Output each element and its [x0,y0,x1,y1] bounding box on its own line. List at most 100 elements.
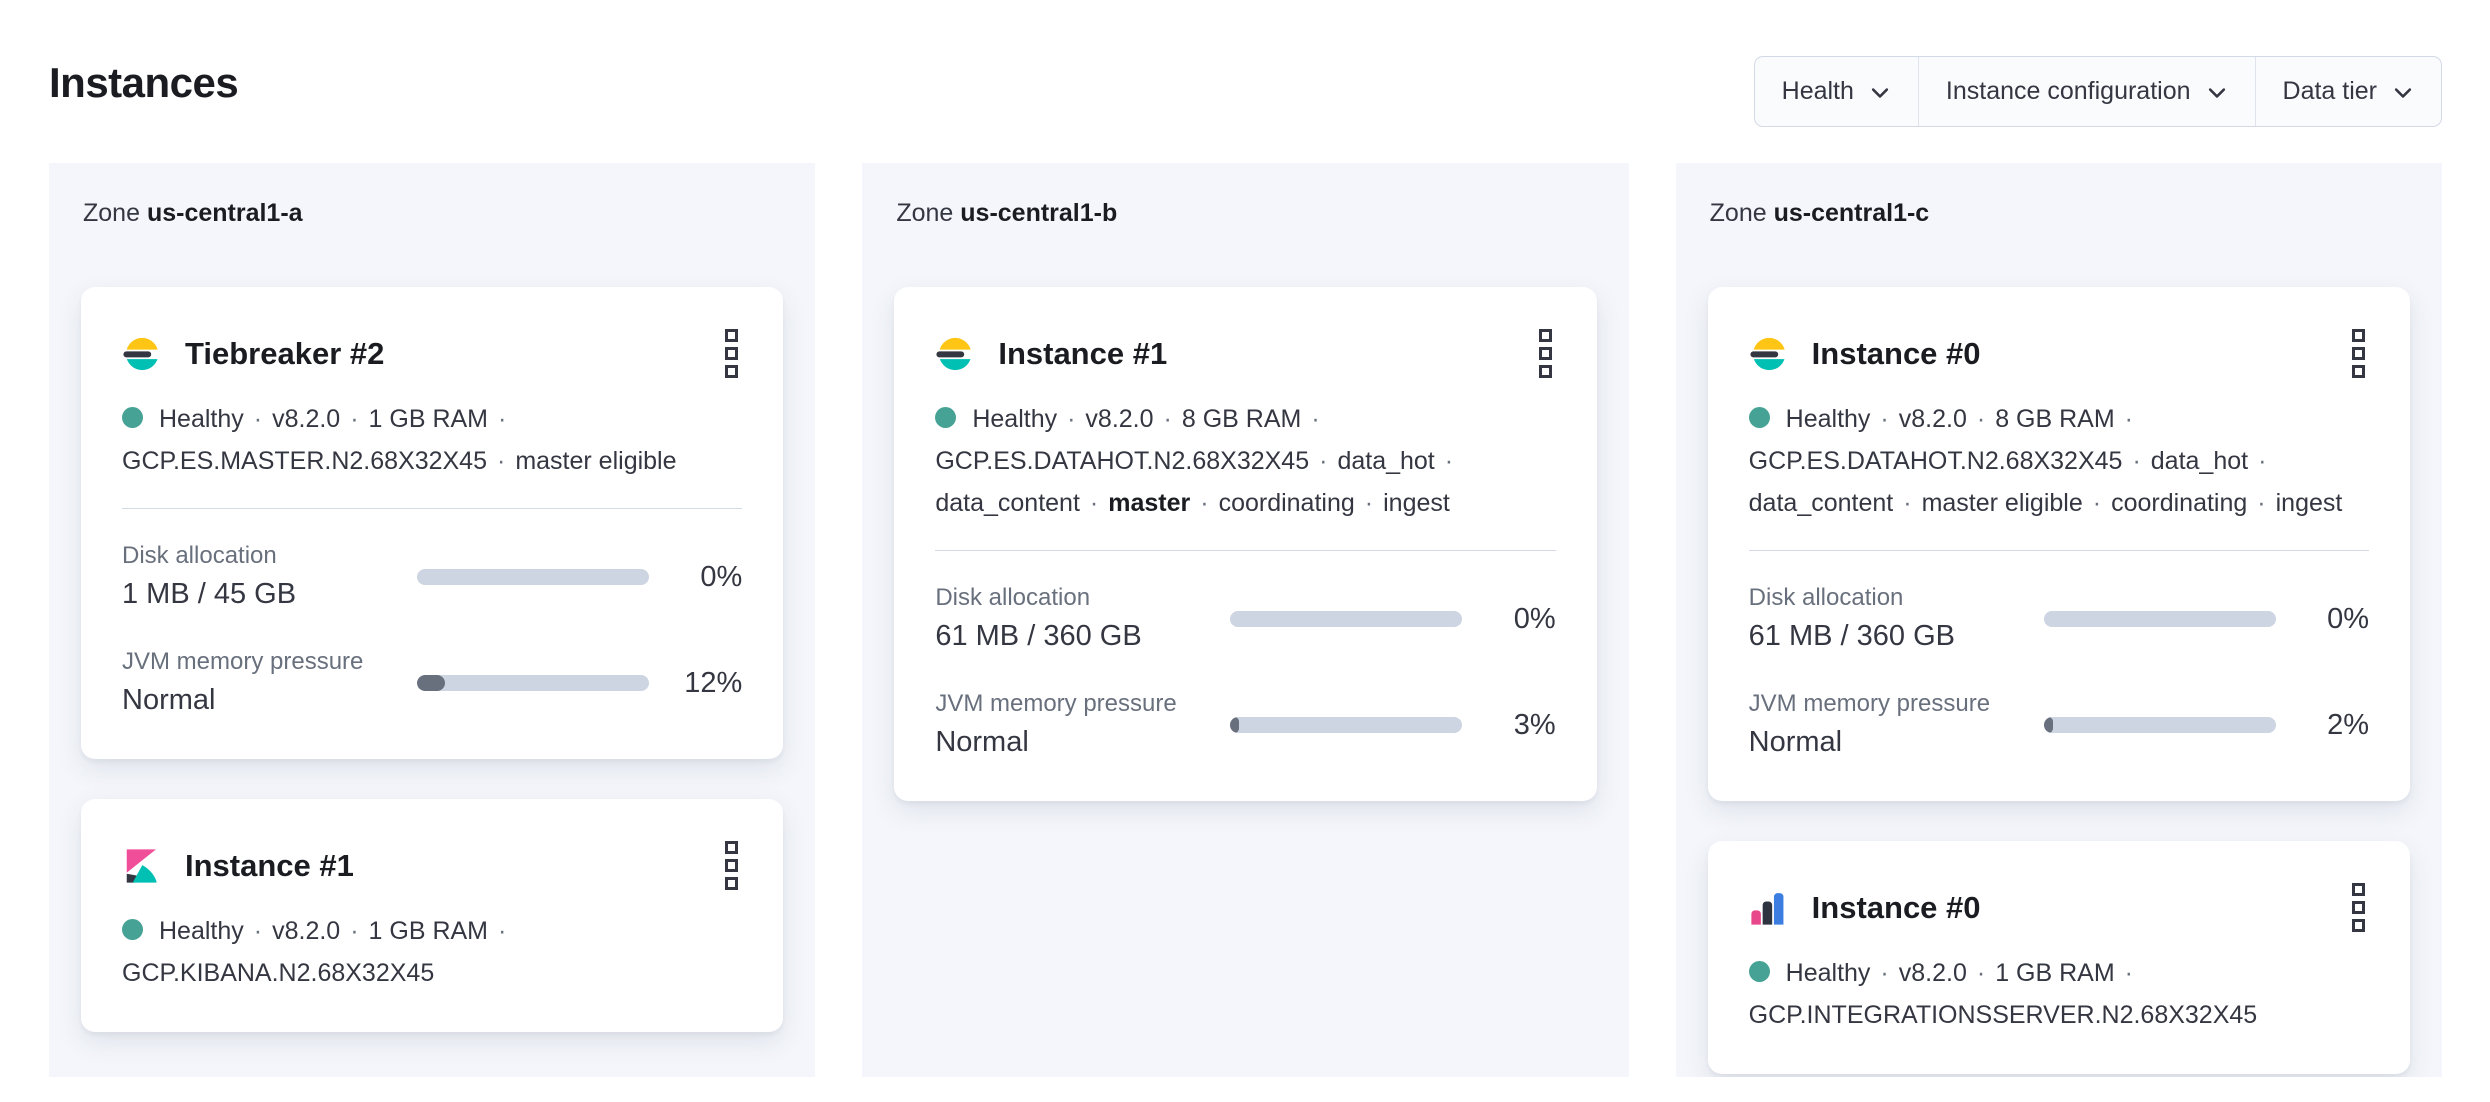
health-dot [935,407,957,428]
metric-percent: 12% [684,666,743,699]
status-text: data_content [935,489,1080,517]
page-header: Instances Health Instance configuration Da… [49,0,2442,127]
zone-name: us-central1-b [960,199,1118,227]
dot-separator: · [2124,405,2133,433]
dot-separator: · [2132,447,2141,475]
status-text: data_content [1748,489,1894,517]
health-dot [1748,407,1770,428]
metric-value: 61 MB / 360 GB [1748,620,1955,652]
progress-fill [2043,717,2053,733]
metric-label: JVM memory pressure [122,648,364,675]
status-text: 1 GB RAM [368,917,489,945]
instance-title: Instance #0 [1811,335,1981,371]
page-title: Instances [49,59,239,106]
metric-value: 61 MB / 360 GB [935,620,1142,652]
status-line: GCP.ES.DATAHOT.N2.68X32X45 · data_hot · [1749,440,2369,482]
instance-menu-button[interactable] [1535,325,1556,382]
instance-title: Tiebreaker #2 [185,335,385,371]
boxes-vertical-icon [725,841,739,890]
metrics: Disk allocation 61 MB / 360 GB 0% JVM memor… [1749,581,2369,763]
progress-bar [2043,611,2276,627]
status-text: 8 GB RAM [1181,405,1302,433]
dot-separator: · [497,447,506,475]
instance-title: Instance #0 [1811,889,1981,925]
status-text: coordinating [2111,489,2248,517]
card-header: Instance #1 [122,837,742,894]
dot-separator: · [2258,447,2267,475]
filter-button-instance-configuration[interactable]: Instance configuration [1917,57,2255,126]
metric-text: Disk allocation 1 MB / 45 GB [122,539,417,615]
status-text: GCP.INTEGRATIONSSERVER.N2.68X32X45 [1748,1001,2258,1029]
zone-panel-us-central1-b: Zone us-central1-b Instance #1 Healthy · v8.… [862,163,1629,1077]
metric-row: JVM memory pressure Normal 3% [935,687,1555,763]
metric-text: Disk allocation 61 MB / 360 GB [935,581,1230,657]
instance-card: Instance #0 Healthy · v8.2.0 · 8 GB RAM · GCP.E… [1707,287,2410,801]
progress-fill [1230,717,1240,733]
dot-separator: · [1976,959,1986,987]
dot-separator: · [498,405,507,433]
status-text: 1 GB RAM [368,405,489,433]
card-divider [1748,550,2369,551]
card-header: Instance #0 [1749,879,2369,936]
metric-value: Normal [935,726,1029,758]
instance-card: Instance #0 Healthy · v8.2.0 · 1 GB RAM · GCP.I… [1707,841,2410,1074]
filter-group: Health Instance configuration Data tier [1753,56,2442,127]
instance-menu-button[interactable] [2348,879,2369,936]
metric-label: JVM memory pressure [935,690,1177,717]
card-header: Instance #0 [1749,325,2369,382]
dot-separator: · [498,917,507,945]
metric-label: JVM memory pressure [1748,690,1991,717]
progress-bar [1230,611,1463,627]
dot-separator: · [2092,489,2102,517]
kibana-logo [122,847,160,885]
metric-row: JVM memory pressure Normal 2% [1749,687,2369,763]
health-dot [122,407,143,428]
status-text: data_hot [1337,447,1435,475]
integrations-server-logo [1749,889,1787,927]
status-text: v8.2.0 [1898,959,1967,987]
metric-percent: 0% [700,560,743,593]
dot-separator: · [1319,447,1328,475]
instance-menu-button[interactable] [721,325,742,382]
health-dot [122,919,143,940]
status-text: ingest [1383,489,1450,517]
status-text: v8.2.0 [1085,405,1154,433]
instance-menu-button[interactable] [2348,325,2369,382]
status-text: Healthy [1785,959,1871,987]
instance-card: Instance #1 Healthy · v8.2.0 · 1 GB RAM · GCP.K… [81,799,784,1032]
status-line: GCP.ES.DATAHOT.N2.68X32X45 · data_hot · [935,440,1555,482]
status-text: v8.2.0 [272,917,341,945]
filter-button-data-tier[interactable]: Data tier [2254,57,2441,126]
chevron-down-icon [1869,82,1891,104]
elasticsearch-logo [935,335,973,373]
progress-bar [417,569,649,585]
instance-card: Tiebreaker #2 Healthy · v8.2.0 · 1 GB RAM · GCP… [81,287,784,759]
instance-status: Healthy · v8.2.0 · 1 GB RAM · GCP.ES.MASTER.N2… [122,398,742,482]
instance-menu-button[interactable] [721,837,742,894]
status-text: v8.2.0 [1898,405,1967,433]
status-text: ingest [2275,489,2343,517]
status-line: data_content · master eligible · coordinatin… [1749,482,2369,524]
status-text: master eligible [515,447,677,475]
zone-name: us-central1-a [146,199,303,227]
zone-panel-us-central1-c: Zone us-central1-c Instance #0 Healthy · v8.… [1675,163,2442,1077]
status-line: Healthy · v8.2.0 · 8 GB RAM · [1748,398,2369,440]
zone-panel-us-central1-a: Zone us-central1-a Tiebreaker #2 Healthy · v… [49,163,816,1077]
progress-fill [417,675,445,691]
filter-button-health[interactable]: Health [1755,57,1918,126]
zone-label: Zone us-central1-a [83,199,303,227]
dot-separator: · [1067,405,1076,433]
status-text: Healthy [1785,405,1871,433]
dot-separator: · [2124,959,2133,987]
zones-container: Zone us-central1-a Tiebreaker #2 Healthy · v… [49,163,2442,1077]
status-line: data_content · master · coordinating · ingest [935,482,1555,524]
status-text: GCP.ES.MASTER.N2.68X32X45 [122,447,487,475]
metric-row: Disk allocation 61 MB / 360 GB 0% [1749,581,2369,657]
status-text: GCP.ES.DATAHOT.N2.68X32X45 [1748,447,2123,475]
metric-row: Disk allocation 1 MB / 45 GB 0% [122,539,742,615]
chevron-down-icon [2206,82,2228,104]
health-dot [1748,961,1770,982]
filter-button-label: Health [1781,77,1854,105]
status-line: GCP.INTEGRATIONSSERVER.N2.68X32X45 [1749,994,2369,1036]
